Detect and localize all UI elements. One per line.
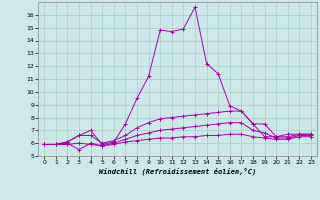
X-axis label: Windchill (Refroidissement éolien,°C): Windchill (Refroidissement éolien,°C) [99, 168, 256, 175]
